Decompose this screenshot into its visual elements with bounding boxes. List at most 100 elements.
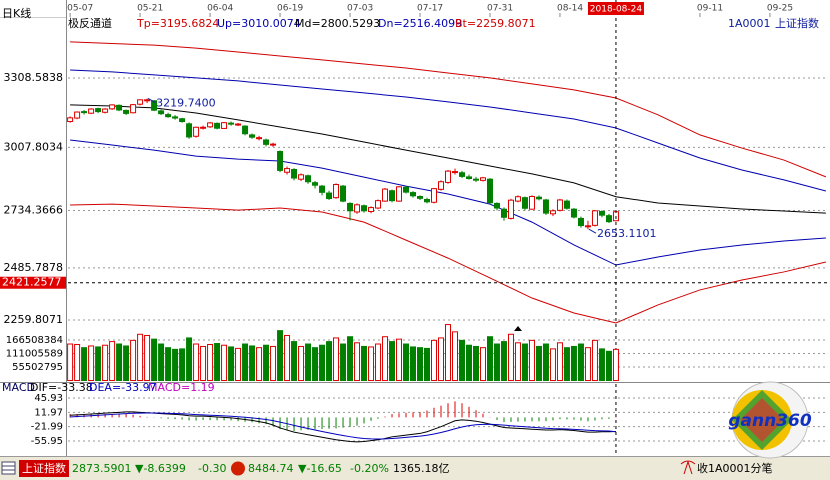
candle-body (521, 197, 528, 209)
volume-bar (326, 341, 333, 381)
volume-bar (242, 343, 249, 381)
change: ▼-8.6399 (135, 462, 186, 475)
annotation-label: 2653.1101 (597, 227, 657, 240)
sz-icon[interactable] (231, 461, 245, 476)
volume-bar (472, 345, 479, 382)
volume-bar (354, 342, 361, 382)
candle-body (67, 117, 74, 123)
x-tick-label: 08-14 (557, 4, 583, 14)
volume-bar (479, 347, 486, 382)
y-tick-label: 2259.8071 (4, 313, 64, 326)
volume-bar (137, 333, 144, 382)
volume-bar (116, 343, 123, 381)
candle-body (382, 188, 389, 202)
candle-body (186, 123, 193, 138)
candle-body (193, 126, 200, 137)
candle-body (410, 192, 417, 197)
candle-body (556, 199, 563, 211)
band-label: Up=3010.0074 (217, 17, 301, 30)
band-line (70, 69, 827, 192)
volume-bar (493, 343, 500, 381)
chart-title: 日K线 (2, 6, 31, 20)
annotation-label: 3219.7400 (156, 96, 216, 109)
x-tick-label: 07-17 (417, 4, 443, 14)
candle-body (291, 169, 298, 179)
candle-body (431, 188, 438, 203)
volume-bar (193, 343, 200, 381)
sz-change-pct: -0.20% (350, 462, 389, 475)
cursor-value-box (0, 276, 66, 289)
candle-body (507, 199, 514, 219)
volume-bar (598, 348, 605, 381)
x-tick-label: 05-21 (137, 4, 163, 14)
y-tick-label: 55502795 (12, 362, 63, 373)
candle-body (389, 190, 396, 202)
band-label: Dn=2516.4099 (378, 17, 462, 30)
candle-body (472, 178, 479, 181)
volume-bar (298, 345, 305, 382)
volume-bar (67, 343, 74, 381)
volume-bar (514, 342, 521, 382)
volume-bar (389, 341, 396, 381)
candle-body (221, 122, 228, 129)
volume-bar (319, 344, 326, 381)
x-tick-label: 07-31 (487, 4, 513, 14)
candle-body (179, 118, 186, 123)
volume-bar (130, 339, 137, 381)
volume-bar (277, 330, 284, 381)
candle-body (151, 100, 158, 111)
candle-body (591, 210, 598, 226)
logo-diamond-inner (740, 398, 784, 442)
candle-body (81, 111, 88, 114)
candle-body (528, 195, 535, 210)
cursor-value: 2421.2577 (2, 276, 62, 289)
volume-bar (563, 347, 570, 382)
volume-bar (556, 342, 563, 382)
candle-body (584, 225, 591, 228)
volume-bar (382, 336, 389, 381)
index-box[interactable] (19, 460, 69, 477)
candle-body (165, 114, 172, 118)
candle-body (445, 170, 451, 183)
volume-bar (158, 343, 165, 381)
volume-bar (605, 350, 612, 382)
volume-bar (151, 338, 158, 382)
candle-body (109, 104, 116, 110)
band-line (70, 139, 826, 266)
y-tick-label: 11.97 (34, 407, 63, 418)
candle-body (130, 104, 137, 114)
band-label: Bt=2259.8071 (455, 17, 536, 30)
candle-body (333, 183, 340, 199)
volume-bar (396, 338, 403, 382)
y-tick-label: 111005589 (6, 348, 63, 359)
candle-body (263, 139, 270, 145)
index-name: 上证指数 (22, 461, 66, 475)
volume-bar (102, 344, 109, 381)
candle-body (207, 122, 214, 128)
volume-bar (340, 343, 347, 381)
candle-body (451, 171, 458, 174)
candle-body (235, 123, 242, 126)
candle-body (116, 104, 123, 111)
volume-bar (535, 345, 542, 382)
volume-bar (500, 341, 507, 381)
volume-bar (577, 343, 584, 381)
macd-line (70, 412, 617, 440)
volume-bar (458, 339, 465, 381)
grid-icon[interactable] (1, 461, 16, 475)
candle-body (228, 122, 235, 125)
volume-bar (109, 341, 116, 381)
y-tick-label: 2485.7878 (4, 261, 64, 274)
candle-body (277, 151, 284, 171)
volume-bar (451, 331, 458, 381)
turnover: 1365.18亿 (393, 462, 450, 475)
candle-body (577, 217, 584, 227)
x-tick-label: 09-11 (697, 4, 723, 14)
sz-price: 8484.74 (248, 462, 294, 475)
histogram-label: MACD=1.19 (148, 381, 215, 394)
candle-body (95, 108, 102, 113)
status-right[interactable]: 收1A0001分笔 (697, 461, 773, 475)
price: 2873.5901 (72, 462, 132, 475)
